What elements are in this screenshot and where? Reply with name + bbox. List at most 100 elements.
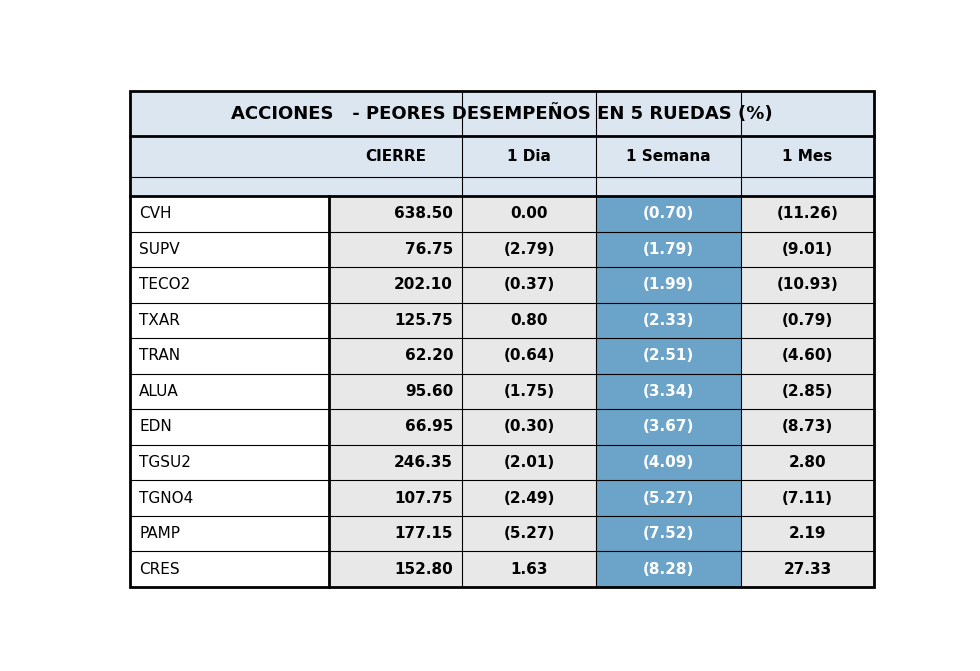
Text: ALUA: ALUA xyxy=(139,384,179,399)
Bar xyxy=(130,409,328,445)
Text: (0.64): (0.64) xyxy=(504,348,555,364)
Bar xyxy=(463,303,596,338)
Bar xyxy=(130,177,874,196)
Bar xyxy=(463,552,596,587)
Text: CIERRE: CIERRE xyxy=(365,150,426,164)
Text: 66.95: 66.95 xyxy=(405,419,453,434)
Bar xyxy=(463,480,596,516)
Text: (1.75): (1.75) xyxy=(504,384,555,399)
Text: 1.63: 1.63 xyxy=(511,562,548,576)
Bar xyxy=(328,196,463,231)
Bar xyxy=(463,409,596,445)
Bar xyxy=(741,480,874,516)
Text: 95.60: 95.60 xyxy=(405,384,453,399)
Bar xyxy=(463,231,596,267)
Bar xyxy=(328,267,463,303)
Bar xyxy=(741,552,874,587)
Text: (8.28): (8.28) xyxy=(643,562,694,576)
Text: (4.60): (4.60) xyxy=(782,348,833,364)
Text: 202.10: 202.10 xyxy=(394,277,453,293)
Text: 177.15: 177.15 xyxy=(395,526,453,541)
Text: (2.33): (2.33) xyxy=(643,313,694,328)
Text: (7.11): (7.11) xyxy=(782,491,833,505)
Bar xyxy=(328,552,463,587)
Text: (1.99): (1.99) xyxy=(643,277,694,293)
Bar xyxy=(463,374,596,409)
Bar xyxy=(741,516,874,552)
Text: (0.37): (0.37) xyxy=(504,277,555,293)
Bar xyxy=(596,480,741,516)
Bar xyxy=(130,552,328,587)
Text: 1 Semana: 1 Semana xyxy=(626,150,710,164)
Bar xyxy=(328,303,463,338)
Text: ACCIONES   - PEORES DESEMPEÑOS EN 5 RUEDAS (%): ACCIONES - PEORES DESEMPEÑOS EN 5 RUEDAS… xyxy=(231,104,773,123)
Bar xyxy=(463,338,596,374)
Text: TXAR: TXAR xyxy=(139,313,180,328)
Text: (5.27): (5.27) xyxy=(643,491,694,505)
Text: 27.33: 27.33 xyxy=(783,562,832,576)
Bar xyxy=(741,409,874,445)
Text: 638.50: 638.50 xyxy=(394,206,453,221)
Bar xyxy=(596,445,741,480)
Bar xyxy=(596,516,741,552)
Text: (0.30): (0.30) xyxy=(504,419,555,434)
Bar xyxy=(596,409,741,445)
Bar xyxy=(328,374,463,409)
Bar xyxy=(328,338,463,374)
Text: SUPV: SUPV xyxy=(139,242,180,257)
Text: 62.20: 62.20 xyxy=(405,348,453,364)
Bar xyxy=(463,136,596,177)
Text: (3.34): (3.34) xyxy=(643,384,694,399)
Text: (1.79): (1.79) xyxy=(643,242,694,257)
Bar xyxy=(741,231,874,267)
Bar xyxy=(130,516,328,552)
Text: TGSU2: TGSU2 xyxy=(139,455,191,470)
Text: CRES: CRES xyxy=(139,562,180,576)
Bar xyxy=(328,480,463,516)
Text: (10.93): (10.93) xyxy=(777,277,839,293)
Text: 107.75: 107.75 xyxy=(394,491,453,505)
Text: 246.35: 246.35 xyxy=(394,455,453,470)
Text: 2.19: 2.19 xyxy=(789,526,826,541)
Bar xyxy=(741,338,874,374)
Bar xyxy=(596,267,741,303)
Bar xyxy=(130,374,328,409)
Bar xyxy=(596,136,741,177)
Text: (7.52): (7.52) xyxy=(643,526,694,541)
Text: (0.79): (0.79) xyxy=(782,313,833,328)
Bar xyxy=(130,338,328,374)
Bar xyxy=(741,445,874,480)
Text: 1 Dia: 1 Dia xyxy=(507,150,551,164)
Text: (8.73): (8.73) xyxy=(782,419,833,434)
Text: (5.27): (5.27) xyxy=(504,526,555,541)
Bar xyxy=(328,516,463,552)
Bar xyxy=(328,136,463,177)
Bar xyxy=(596,303,741,338)
Bar xyxy=(130,267,328,303)
Text: 76.75: 76.75 xyxy=(405,242,453,257)
Bar xyxy=(463,445,596,480)
Text: PAMP: PAMP xyxy=(139,526,180,541)
Text: (2.85): (2.85) xyxy=(782,384,833,399)
Text: (4.09): (4.09) xyxy=(643,455,694,470)
Bar xyxy=(741,196,874,231)
Bar xyxy=(130,303,328,338)
Bar xyxy=(741,374,874,409)
Bar xyxy=(130,480,328,516)
Text: TGNO4: TGNO4 xyxy=(139,491,193,505)
Text: TRAN: TRAN xyxy=(139,348,180,364)
Bar xyxy=(130,231,328,267)
Text: (9.01): (9.01) xyxy=(782,242,833,257)
Bar xyxy=(328,445,463,480)
Text: (2.79): (2.79) xyxy=(504,242,555,257)
Bar xyxy=(130,91,874,136)
Bar xyxy=(328,231,463,267)
Text: 125.75: 125.75 xyxy=(394,313,453,328)
Text: EDN: EDN xyxy=(139,419,172,434)
Text: (3.67): (3.67) xyxy=(643,419,694,434)
Text: (11.26): (11.26) xyxy=(777,206,839,221)
Text: (2.51): (2.51) xyxy=(643,348,694,364)
Text: 152.80: 152.80 xyxy=(394,562,453,576)
Text: 0.00: 0.00 xyxy=(511,206,548,221)
Bar xyxy=(463,267,596,303)
